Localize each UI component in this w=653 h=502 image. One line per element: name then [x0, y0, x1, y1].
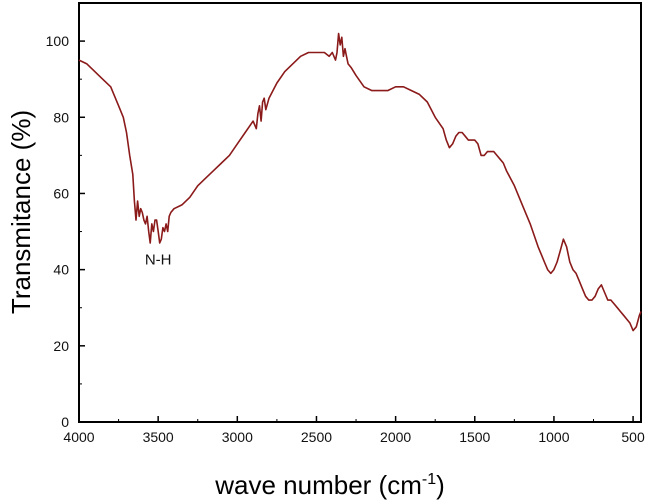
x-tick-label: 2500 [301, 429, 332, 445]
y-axis-title: Transmitance (%) [6, 110, 36, 314]
x-axis-title: wave number (cm-1) [214, 470, 445, 500]
y-tick-label: 100 [46, 33, 70, 49]
x-tick-label: 1500 [459, 429, 490, 445]
x-tick-label: 500 [621, 429, 645, 445]
y-tick-label: 0 [61, 414, 69, 430]
plot-frame [78, 2, 642, 423]
x-tick-label: 1000 [538, 429, 569, 445]
y-tick-label: 80 [53, 109, 69, 125]
y-tick-label: 20 [53, 338, 69, 354]
y-tick-label: 40 [53, 262, 69, 278]
x-tick-label: 3500 [143, 429, 174, 445]
x-axis-ticks: 4000 3500 3000 2500 2000 1500 1000 500 [63, 416, 645, 445]
y-tick-label: 60 [53, 185, 69, 201]
x-tick-label: 4000 [63, 429, 94, 445]
x-tick-label: 2000 [380, 429, 411, 445]
annotation-n-h: N-H [145, 252, 172, 269]
spectrum-line [78, 32, 642, 332]
x-tick-label: 3000 [222, 429, 253, 445]
y-axis-ticks: 0 20 40 60 80 100 [46, 33, 85, 430]
